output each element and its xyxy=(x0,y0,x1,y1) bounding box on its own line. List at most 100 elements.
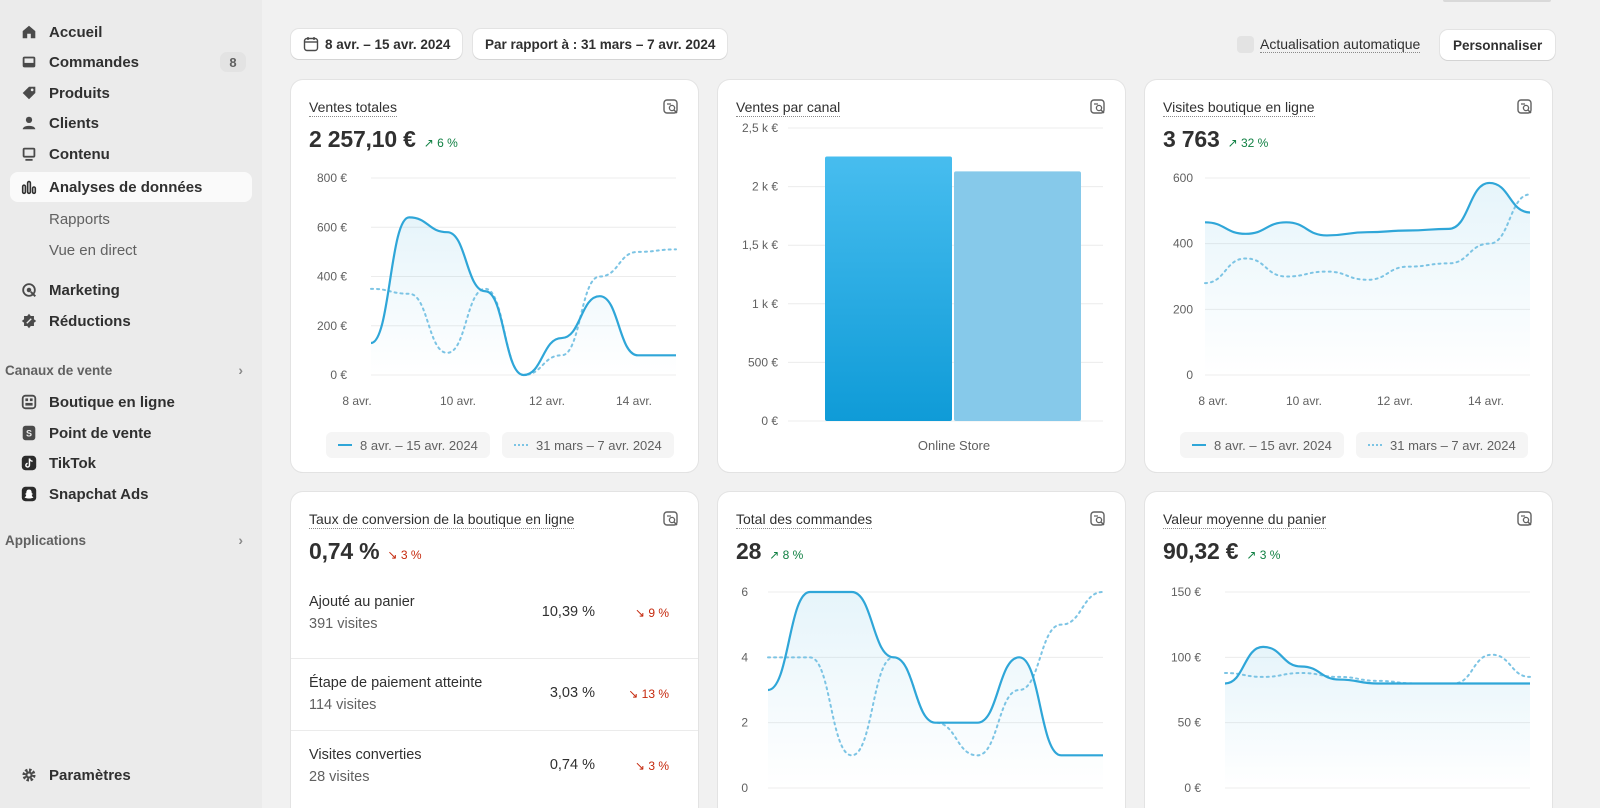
nav-item-snapchat-ads[interactable]: Snapchat Ads xyxy=(10,479,252,509)
total-orders-card[interactable]: Total des commandes 28 ↗ 8 % 6 4 2 0 xyxy=(718,492,1125,808)
metric-change: ↗ 8 % xyxy=(769,548,803,562)
y-tick-label: 200 xyxy=(1173,302,1193,316)
online-store-visits-card[interactable]: Visites boutique en ligne 3 763 ↗ 32 % 6… xyxy=(1145,80,1552,472)
series-line-current xyxy=(1204,181,1531,237)
explore-report-icon[interactable] xyxy=(1089,98,1107,116)
legend-label: 31 mars – 7 avr. 2024 xyxy=(536,437,662,453)
change-value: 32 % xyxy=(1240,136,1269,150)
change-value: 6 % xyxy=(437,136,458,150)
legend-current[interactable]: 8 avr. – 15 avr. 2024 xyxy=(326,432,490,458)
series-area xyxy=(1205,182,1530,375)
x-tick-label: 12 avr. xyxy=(1377,394,1413,408)
y-tick-label: 2 xyxy=(741,716,748,730)
metric-change: ↗ 6 % xyxy=(424,136,458,150)
x-tick-label: 10 avr. xyxy=(1286,394,1322,408)
series-area xyxy=(371,217,676,375)
sales-by-channel-chart: 2,5 k € 2 k € 1,5 k € 1 k € 500 € 0 € Online S… xyxy=(742,121,1103,453)
series-line-previous xyxy=(1224,653,1531,685)
step-change: ↘ 9 % xyxy=(635,606,669,620)
explore-report-icon[interactable] xyxy=(662,98,680,116)
comparison-range-label: Par rapport à : 31 mars – 7 avr. 2024 xyxy=(485,36,716,52)
chevron-right-icon: › xyxy=(238,532,243,548)
arrow-up-right-icon: ↗ xyxy=(1246,548,1257,562)
card-title[interactable]: Valeur moyenne du panier xyxy=(1163,511,1327,529)
legend-current[interactable]: 8 avr. – 15 avr. 2024 xyxy=(1180,432,1344,458)
metric-change: ↗ 32 % xyxy=(1228,136,1269,150)
change-value: 3 % xyxy=(400,548,422,562)
auto-refresh-checkbox[interactable] xyxy=(1237,36,1254,53)
explore-report-icon[interactable] xyxy=(1089,510,1107,528)
customize-button[interactable]: Personnaliser xyxy=(1440,30,1556,60)
nav-item-orders[interactable]: Commandes 8 xyxy=(10,47,252,77)
nav-item-customers[interactable]: Clients xyxy=(10,108,252,138)
orders-count-badge: 8 xyxy=(220,52,246,72)
total-sales-card[interactable]: Ventes totales 2 257,10 € ↗ 6 % 800 € 600… xyxy=(291,80,698,472)
pos-icon: S xyxy=(20,424,38,442)
step-rate: 10,39 % xyxy=(541,604,595,620)
explore-report-icon[interactable] xyxy=(1516,98,1534,116)
step-label: Ajouté au panier xyxy=(309,594,415,610)
change-value: 13 % xyxy=(641,687,669,701)
sales-by-channel-card[interactable]: Ventes par canal 2,5 k € 2 k € 1,5 k € 1 k … xyxy=(718,80,1125,472)
x-tick-label: 10 avr. xyxy=(440,394,476,408)
nav-label: TikTok xyxy=(49,454,96,472)
nav-label: Paramètres xyxy=(49,766,131,784)
arrow-up-right-icon: ↗ xyxy=(423,136,434,150)
y-tick-label: 50 € xyxy=(1178,716,1202,730)
explore-report-icon[interactable] xyxy=(662,510,680,528)
card-title[interactable]: Visites boutique en ligne xyxy=(1163,99,1315,117)
home-icon xyxy=(20,23,38,41)
date-range-picker[interactable]: 8 avr. – 15 avr. 2024 xyxy=(291,29,463,59)
nav-item-tiktok[interactable]: TikTok xyxy=(10,448,252,478)
series-line-current xyxy=(370,216,676,377)
nav-item-home[interactable]: Accueil xyxy=(10,17,252,47)
conversion-rate-card[interactable]: Taux de conversion de la boutique en lig… xyxy=(291,492,698,808)
nav-item-marketing[interactable]: Marketing xyxy=(10,275,252,305)
card-title[interactable]: Ventes totales xyxy=(309,99,397,117)
average-order-value-card[interactable]: Valeur moyenne du panier 90,32 € ↗ 3 % 1… xyxy=(1145,492,1552,808)
target-icon xyxy=(20,281,38,299)
nav-item-products[interactable]: Produits xyxy=(10,78,252,108)
y-tick-label: 500 € xyxy=(748,355,778,369)
comparison-range-picker[interactable]: Par rapport à : 31 mars – 7 avr. 2024 xyxy=(473,29,728,59)
change-value: 3 % xyxy=(1259,548,1281,562)
y-tick-label: 2,5 k € xyxy=(742,121,778,135)
card-title[interactable]: Total des commandes xyxy=(736,511,873,529)
x-tick-label: 14 avr. xyxy=(1468,394,1504,408)
sales-channels-heading[interactable]: Canaux de vente › xyxy=(5,358,245,382)
nav-item-analytics[interactable]: Analyses de données xyxy=(10,172,252,202)
svg-text:S: S xyxy=(26,429,32,439)
nav-item-discounts[interactable]: Réductions xyxy=(10,306,252,336)
image-icon xyxy=(20,145,38,163)
legend-previous[interactable]: 31 mars – 7 avr. 2024 xyxy=(1356,432,1528,458)
metric-value: 0,74 % xyxy=(309,538,380,564)
total-sales-chart: 800 € 600 € 400 € 200 € 0 € 8 avr. 10 avr. 12 a… xyxy=(317,171,677,408)
nav-item-settings[interactable]: Paramètres xyxy=(10,760,252,790)
x-category-label: Online Store xyxy=(918,438,990,453)
y-tick-label: 0 xyxy=(1186,368,1193,382)
nav-item-point-of-sale[interactable]: S Point de vente xyxy=(10,418,252,448)
step-rate: 3,03 % xyxy=(549,685,595,701)
card-title[interactable]: Ventes par canal xyxy=(736,99,841,117)
online-store-visits-chart: 600 400 200 0 8 avr. 10 avr. 12 avr. 14 avr. xyxy=(1173,171,1531,408)
legend-previous[interactable]: 31 mars – 7 avr. 2024 xyxy=(502,432,674,458)
nav-label: Contenu xyxy=(49,145,110,163)
x-tick-label: 8 avr. xyxy=(1198,394,1227,408)
arrow-down-right-icon: ↘ xyxy=(387,548,398,562)
nav-item-content[interactable]: Contenu xyxy=(10,139,252,169)
step-rate: 0,74 % xyxy=(549,757,595,773)
snapchat-icon xyxy=(20,485,38,503)
series-line-current xyxy=(767,590,1103,757)
nav-sub-reports[interactable]: Rapports xyxy=(49,210,110,228)
chevron-right-icon: › xyxy=(238,362,243,378)
nav-label: Snapchat Ads xyxy=(49,485,149,503)
arrow-up-right-icon: ↗ xyxy=(769,548,780,562)
nav-sub-live-view[interactable]: Vue en direct xyxy=(49,241,137,259)
card-title[interactable]: Taux de conversion de la boutique en lig… xyxy=(309,511,575,529)
explore-report-icon[interactable] xyxy=(1516,510,1534,528)
y-tick-label: 1 k € xyxy=(752,297,778,311)
nav-item-online-store[interactable]: Boutique en ligne xyxy=(10,387,252,417)
auto-refresh-toggle[interactable]: Actualisation automatique xyxy=(1237,36,1421,53)
applications-heading[interactable]: Applications › xyxy=(5,528,245,552)
y-tick-label: 0 € xyxy=(1184,781,1201,795)
